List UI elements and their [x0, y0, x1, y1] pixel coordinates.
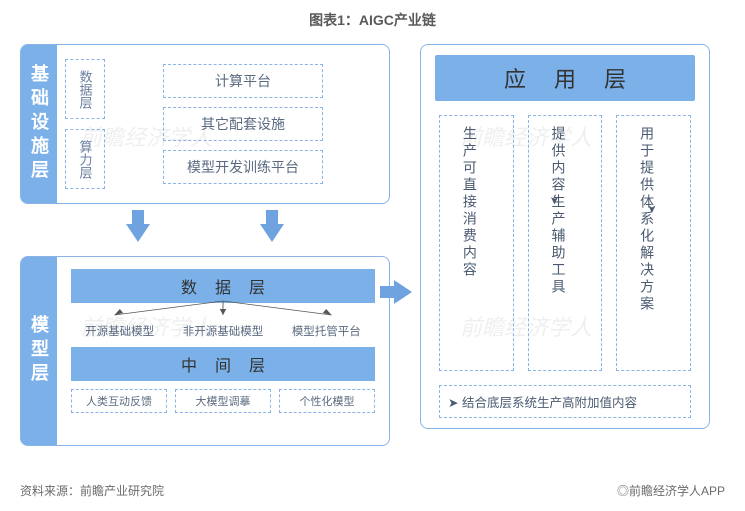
left-column: 基础设施层 数据层 算力层 计算平台 其它配套设施 模型开发训练平台 模型层 [20, 44, 390, 446]
source-text: 资料来源：前瞻产业研究院 [20, 482, 164, 499]
panel-infrastructure: 基础设施层 数据层 算力层 计算平台 其它配套设施 模型开发训练平台 [20, 44, 390, 204]
model-row2: 人类互动反馈 大模型调摹 个性化模型 [71, 389, 375, 413]
model-row: 开源基础模型 非开源基础模型 模型托管平台 [71, 323, 375, 339]
infra-subcolumn: 数据层 算力层 [65, 53, 105, 195]
infra-body: 数据层 算力层 计算平台 其它配套设施 模型开发训练平台 [57, 45, 389, 203]
model-item: 非开源基础模型 [174, 323, 271, 339]
infra-item: 模型开发训练平台 [163, 150, 323, 184]
model-item: 模型托管平台 [278, 323, 375, 339]
model-bar-data: 数据层 [71, 269, 375, 303]
connector-arrow [394, 280, 412, 304]
model-item2: 人类互动反馈 [71, 389, 167, 413]
app-column: ➤生产可直接消费内容 [439, 115, 514, 371]
application-header: 应用层 [435, 55, 695, 101]
chart-title: 图表1：AIGC产业链 [0, 0, 745, 44]
panel-model: 模型层 数据层 开源基础模型 非开源基础模型 模型托管平 [20, 256, 390, 446]
infra-items: 计算平台 其它配套设施 模型开发训练平台 [105, 53, 381, 195]
arrow-down-group [20, 224, 390, 242]
right-column: 应用层 ➤生产可直接消费内容 ➤提供内容生产辅助工具 ➤用于提供体系化解决方案 … [420, 44, 710, 446]
app-col-text: ➤生产可直接消费内容 [460, 126, 493, 279]
app-column: ➤提供内容生产辅助工具 [528, 115, 603, 371]
thin-arrows [71, 303, 375, 315]
marker-icon: ➤ [448, 396, 458, 410]
source-bar: 资料来源：前瞻产业研究院 ◎前瞻经济学人APP [20, 482, 725, 499]
app-col-text: ➤用于提供体系化解决方案 [637, 126, 670, 313]
brand-text: ◎前瞻经济学人APP [617, 482, 725, 499]
arrow-right-icon [394, 280, 412, 304]
sublayer-data: 数据层 [65, 59, 105, 119]
infrastructure-label: 基础设施层 [21, 45, 57, 203]
model-label: 模型层 [21, 257, 57, 445]
sublayer-compute: 算力层 [65, 129, 105, 189]
arrow-down-icon [260, 224, 284, 242]
model-body: 数据层 开源基础模型 非开源基础模型 模型托管平台 [57, 257, 389, 445]
arrow-down-icon [126, 224, 150, 242]
infra-item: 计算平台 [163, 64, 323, 98]
app-columns: ➤生产可直接消费内容 ➤提供内容生产辅助工具 ➤用于提供体系化解决方案 [421, 115, 709, 371]
model-item2: 个性化模型 [279, 389, 375, 413]
model-bar-middle: 中间层 [71, 347, 375, 381]
app-footer: ➤ 结合底层系统生产高附加值内容 [439, 385, 691, 418]
panel-application: 应用层 ➤生产可直接消费内容 ➤提供内容生产辅助工具 ➤用于提供体系化解决方案 … [420, 44, 710, 429]
diagram-main: 基础设施层 数据层 算力层 计算平台 其它配套设施 模型开发训练平台 模型层 [0, 44, 745, 446]
app-footer-text: 结合底层系统生产高附加值内容 [462, 396, 637, 410]
infra-item: 其它配套设施 [163, 107, 323, 141]
model-item2: 大模型调摹 [175, 389, 271, 413]
app-column: ➤用于提供体系化解决方案 [616, 115, 691, 371]
marker-icon: ➤ [572, 211, 745, 224]
model-item: 开源基础模型 [71, 323, 168, 339]
